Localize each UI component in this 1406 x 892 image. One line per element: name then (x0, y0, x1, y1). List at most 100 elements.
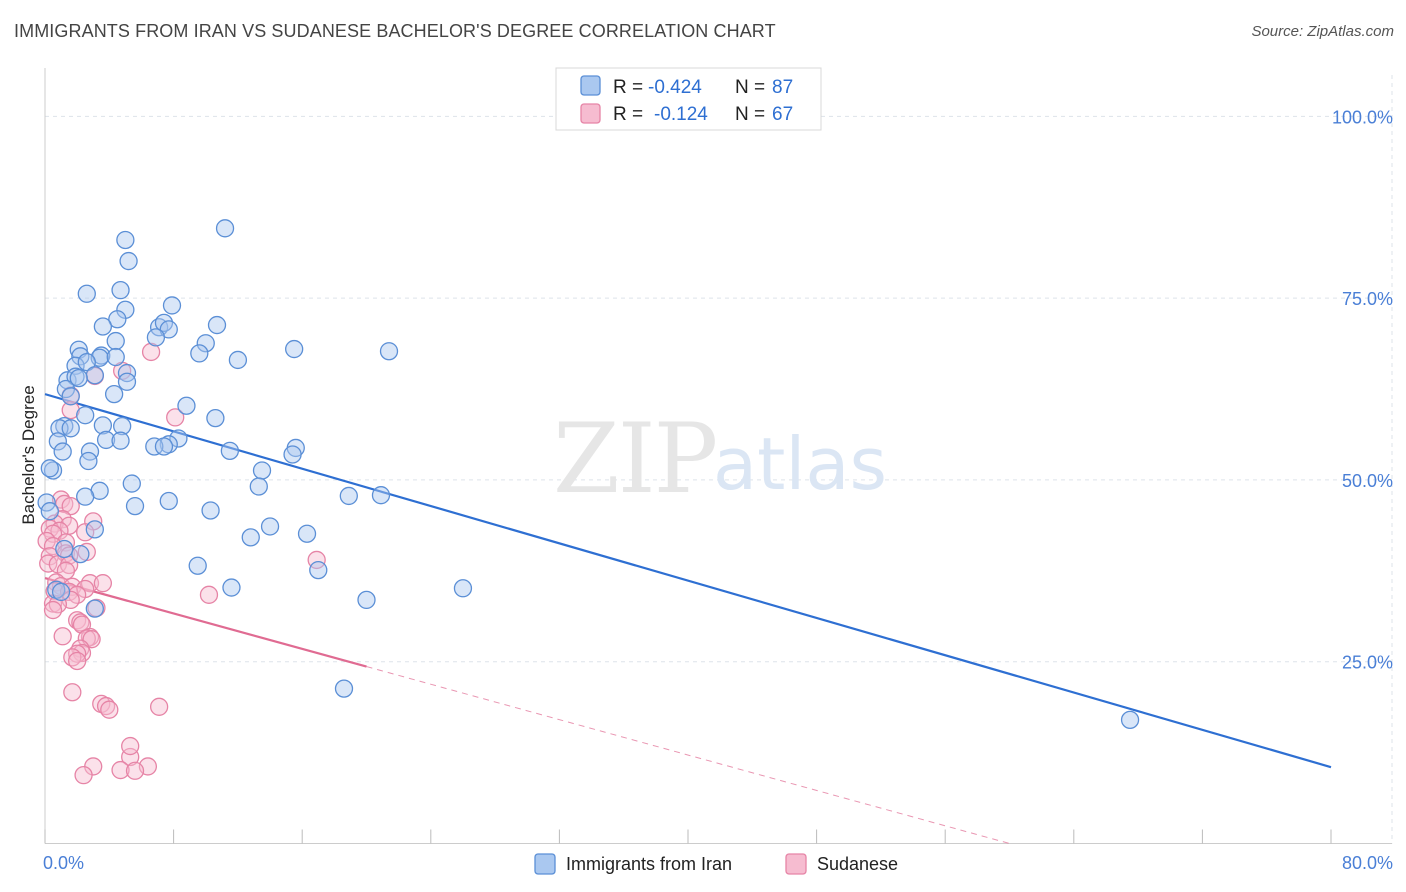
point-sudanese-5 (166, 408, 185, 427)
y-tick-label-1: 75.0% (1342, 289, 1393, 309)
point-iran-28 (85, 366, 104, 385)
point-iran-49 (145, 437, 164, 456)
point-iran-38 (206, 408, 225, 428)
point-iran-34 (104, 384, 124, 404)
point-sudanese-64 (111, 760, 130, 780)
legend-r-label-iran: R = (613, 77, 643, 98)
point-sudanese-60 (149, 697, 169, 716)
legend-n-label-iran: N = (735, 77, 765, 98)
point-iran-24 (106, 347, 125, 367)
point-iran-41 (93, 416, 113, 435)
bottom-legend-swatch-iran (534, 853, 556, 875)
point-iran-59 (40, 459, 59, 478)
trend-line-iran (44, 393, 1332, 769)
point-iran-61 (249, 477, 268, 496)
point-iran-23 (228, 350, 248, 370)
point-iran-31 (69, 368, 88, 388)
legend-n-label-sudanese: N = (735, 104, 765, 125)
watermark: ZIP atlas (553, 403, 887, 515)
legend-n-value-sudanese: 67 (772, 104, 793, 125)
point-sudanese-15 (43, 524, 63, 543)
point-sudanese-59 (100, 700, 119, 719)
point-iran-8 (93, 317, 113, 336)
point-sudanese-56 (63, 683, 82, 702)
point-iran-45 (111, 431, 130, 450)
trend-line-sudanese (44, 577, 367, 668)
axes (44, 68, 1392, 844)
tick-labels: 100.0% 75.0% 50.0% 25.0% 0.0% 80.0% (43, 107, 1393, 873)
bottom-legend: Immigrants from Iran Sudanese (534, 853, 898, 875)
point-iran-13 (146, 328, 166, 347)
legend-r-value-sudanese: -0.124 (654, 104, 708, 125)
points-sudanese (37, 342, 326, 785)
point-iran-5 (162, 296, 182, 315)
point-iran-2 (119, 251, 138, 271)
point-iran-37 (76, 406, 95, 425)
point-iran-1 (116, 230, 135, 250)
legend-r-value-iran: -0.424 (648, 77, 702, 98)
bottom-legend-label-sudanese: Sudanese (817, 854, 898, 874)
point-iran-36 (177, 396, 196, 415)
watermark-atlas: atlas (713, 422, 887, 506)
x-tick-label-max: 80.0% (1342, 853, 1393, 873)
bottom-legend-label-iran: Immigrants from Iran (566, 854, 732, 874)
point-iran-57 (252, 461, 272, 480)
points-iran (37, 219, 1140, 730)
legend: R = -0.424 N = 87 R = -0.124 N = 67 (555, 67, 822, 131)
point-iran-35 (61, 387, 80, 406)
point-iran-72 (85, 520, 104, 539)
point-sudanese-8 (61, 496, 80, 516)
point-iran-63 (339, 486, 358, 506)
point-iran-64 (371, 486, 391, 505)
point-iran-86 (1120, 710, 1140, 730)
watermark-zip: ZIP (553, 403, 716, 515)
point-iran-15 (196, 334, 215, 353)
point-iran-7 (108, 310, 127, 329)
point-iran-3 (77, 284, 96, 303)
point-iran-56 (79, 451, 98, 471)
point-sudanese-0 (141, 342, 161, 362)
point-iran-42 (113, 416, 132, 436)
trend-line-sudanese-extension (366, 666, 1010, 844)
point-iran-65 (159, 491, 178, 511)
chart-source: Source: ZipAtlas.com (1251, 23, 1394, 40)
x-tick-label-min: 0.0% (43, 853, 84, 873)
point-iran-58 (43, 461, 63, 480)
point-sudanese-37 (199, 585, 219, 604)
point-iran-21 (190, 344, 209, 363)
point-sudanese-43 (43, 600, 63, 620)
point-iran-4 (111, 280, 130, 300)
point-iran-60 (122, 474, 141, 493)
point-iran-66 (76, 487, 95, 506)
point-sudanese-24 (39, 554, 58, 573)
point-iran-70 (40, 502, 59, 521)
chart-title: IMMIGRANTS FROM IRAN VS SUDANESE BACHELO… (14, 21, 776, 41)
point-iran-73 (297, 524, 317, 543)
point-iran-51 (220, 441, 240, 460)
y-tick-label-3: 25.0% (1342, 653, 1393, 673)
trend-lines (44, 393, 1332, 844)
point-iran-46 (169, 429, 188, 448)
point-iran-75 (55, 539, 74, 559)
point-iran-11 (207, 315, 227, 335)
point-iran-44 (96, 430, 116, 450)
y-axis-title: Bachelor's Degree (19, 385, 38, 524)
point-iran-78 (309, 560, 328, 580)
bottom-legend-swatch-sudanese (785, 853, 807, 875)
point-iran-84 (85, 599, 104, 618)
point-iran-43 (61, 419, 80, 438)
point-iran-83 (357, 590, 376, 610)
point-iran-16 (285, 339, 304, 359)
legend-swatch-sudanese (580, 103, 601, 124)
point-iran-85 (334, 679, 354, 698)
y-tick-label-0: 100.0% (1332, 107, 1393, 127)
point-iran-80 (453, 579, 473, 598)
point-iran-0 (215, 219, 235, 238)
point-sudanese-49 (53, 627, 72, 646)
point-sudanese-62 (121, 736, 140, 756)
point-sudanese-4 (61, 400, 80, 420)
point-iran-82 (51, 582, 71, 602)
point-iran-71 (260, 517, 280, 536)
point-iran-32 (117, 372, 137, 391)
